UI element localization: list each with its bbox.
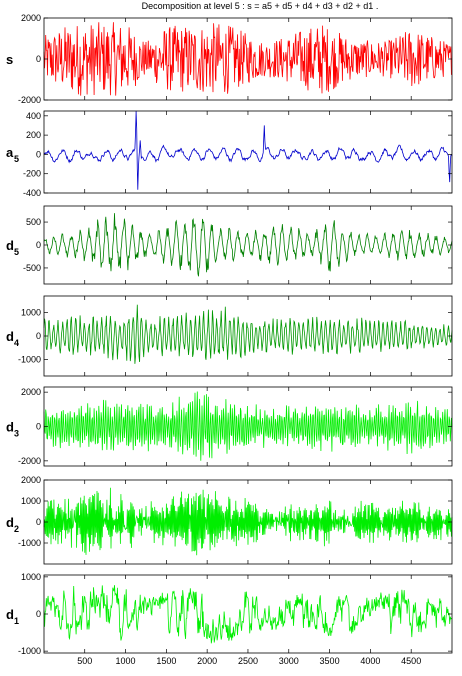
- panel-label-subscript: 1: [14, 616, 19, 626]
- y-tick-label: 0: [36, 54, 41, 64]
- series-trace-2: [43, 110, 453, 190]
- x-tick-label: 1000: [116, 656, 136, 666]
- x-tick-label: 2500: [238, 656, 258, 666]
- y-tick-label: -1000: [18, 538, 41, 548]
- panel-3: -500 0 500 d 5: [6, 205, 453, 285]
- y-tick-label: -2000: [18, 95, 41, 105]
- y-tick-label: 1000: [21, 307, 41, 317]
- series-trace-5: [43, 391, 453, 461]
- panel-label-subscript: 5: [14, 154, 19, 164]
- panel-label: d: [6, 515, 14, 530]
- panel-label: s: [6, 52, 13, 67]
- y-tick-label: 0: [36, 240, 41, 250]
- panel-1: -2000 0 2000 s: [6, 13, 453, 105]
- panel-label: d: [6, 607, 14, 622]
- x-tick-label: 500: [77, 656, 92, 666]
- panel-label-subscript: 3: [14, 429, 19, 439]
- y-tick-label: 1000: [21, 572, 41, 582]
- series-trace-4: [43, 304, 453, 364]
- y-tick-label: 400: [26, 111, 41, 121]
- series-trace-1: [43, 22, 453, 96]
- y-tick-label: 0: [36, 422, 41, 432]
- y-tick-label: 2000: [21, 475, 41, 485]
- y-tick-label: 2000: [21, 13, 41, 23]
- figure-title: Decomposition at level 5 : s = a5 + d5 +…: [142, 1, 379, 11]
- x-tick-label: 3500: [320, 656, 340, 666]
- y-tick-label: -400: [23, 188, 41, 198]
- y-tick-label: 0: [36, 331, 41, 341]
- series-trace-3: [43, 213, 453, 277]
- panel-label-subscript: 4: [14, 338, 19, 348]
- y-tick-label: 200: [26, 130, 41, 140]
- panel-label-subscript: 5: [14, 247, 19, 257]
- y-tick-label: 2000: [21, 387, 41, 397]
- panel-5: -2000 0 2000 d 3: [6, 386, 453, 467]
- series-trace-7: [43, 585, 453, 644]
- series-trace-6: [43, 487, 453, 556]
- y-tick-label: -200: [23, 169, 41, 179]
- panel-label: a: [6, 145, 14, 160]
- x-tick-label: 2000: [197, 656, 217, 666]
- panel-4: -1000 0 1000 d 4: [6, 295, 453, 377]
- y-tick-label: 0: [36, 149, 41, 159]
- panel-label: d: [6, 420, 14, 435]
- panel-label-subscript: 2: [14, 524, 19, 534]
- y-tick-label: -1000: [18, 646, 41, 656]
- x-tick-label: 1500: [156, 656, 176, 666]
- y-tick-label: -500: [23, 263, 41, 273]
- panel-label: d: [6, 238, 14, 253]
- axes-box: [43, 574, 453, 654]
- y-tick-label: -2000: [18, 456, 41, 466]
- y-tick-label: -1000: [18, 355, 41, 365]
- panel-2: -400 -200 0 200 400 a 5: [6, 110, 453, 198]
- y-tick-label: 500: [26, 217, 41, 227]
- x-tick-label: 3000: [279, 656, 299, 666]
- y-tick-label: 0: [36, 609, 41, 619]
- panel-7: -1000 0 1000 500 1000 1500 2000 2500 3000 3500 400…: [6, 572, 453, 666]
- x-tick-label: 4000: [360, 656, 380, 666]
- panel-label: d: [6, 329, 14, 344]
- y-tick-label: 1000: [21, 496, 41, 506]
- x-tick-label: 4500: [401, 656, 421, 666]
- panel-6: -1000 0 1000 2000 d 2: [6, 475, 453, 565]
- y-tick-label: 0: [36, 517, 41, 527]
